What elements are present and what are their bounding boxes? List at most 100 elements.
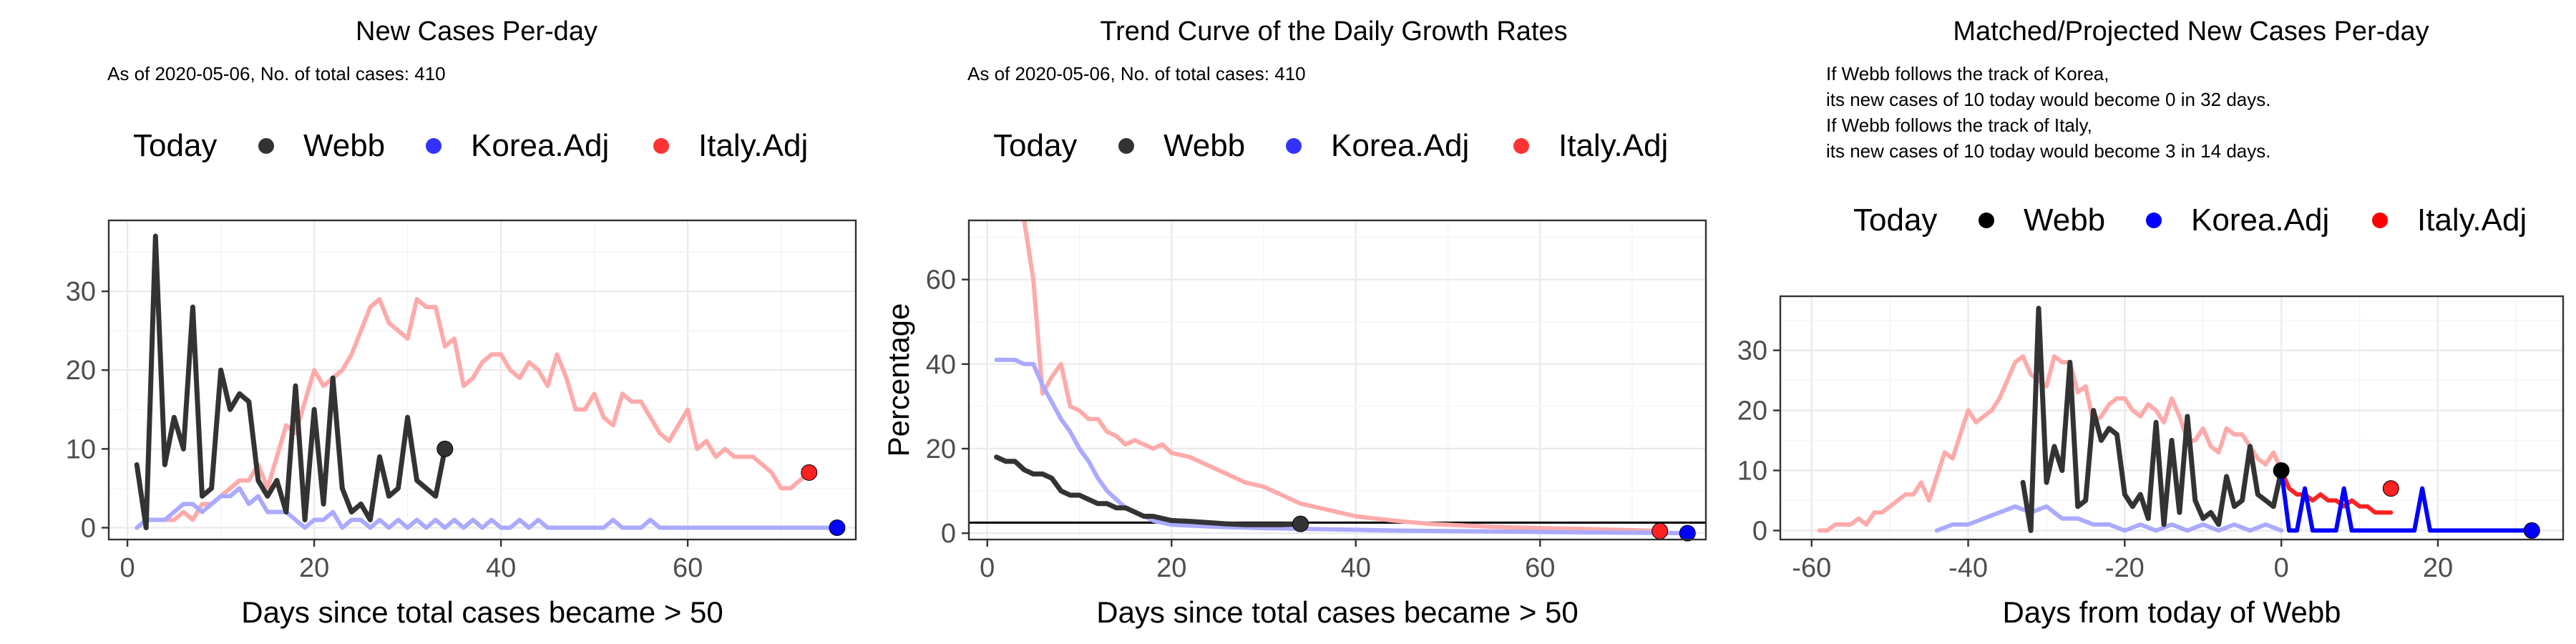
legend-key-korea <box>1286 138 1302 154</box>
today-point-korea <box>1679 525 1696 542</box>
series-line-korea <box>1934 504 2284 533</box>
panel1-x-axis-label: Days since total cases became > 50 <box>241 595 723 629</box>
annotation-line: If Webb follows the track of Italy, <box>1826 114 2092 136</box>
panel3-x-axis-label: Days from today of Webb <box>2002 595 2341 629</box>
legend-key-webb <box>258 138 274 154</box>
x-tick-label: 20 <box>1156 553 1186 583</box>
annotation-line: its new cases of 10 today would become 3… <box>1826 140 2270 162</box>
legend-label-korea: Korea.Adj <box>1331 128 1469 163</box>
legend-label-today: Today <box>993 128 1077 163</box>
x-tick-label: 20 <box>299 553 329 583</box>
panel-growth-rates: Trend Curve of the Daily Growth Rates As… <box>882 16 1707 629</box>
panel2-plot <box>969 220 1706 542</box>
series-line-webb <box>2020 306 2284 533</box>
today-point-italy <box>2382 480 2399 497</box>
x-tick-label: 20 <box>2423 553 2453 583</box>
panel3-ticks: -60 -40 -20 0 20 0 10 20 30 <box>1737 336 2453 583</box>
legend-label-webb: Webb <box>2024 203 2105 238</box>
legend-label-webb: Webb <box>1163 128 1245 163</box>
panel1-legend: Today Webb Korea.Adj Italy.Adj <box>133 128 808 163</box>
series-line-webb <box>994 454 1303 527</box>
annotation-line: its new cases of 10 today would become 0… <box>1826 89 2270 110</box>
legend-key-webb <box>1979 213 1994 228</box>
panel2-y-axis-label: Percentage <box>882 303 915 457</box>
series-line-korea <box>994 357 1690 536</box>
legend-label-today: Today <box>133 128 217 163</box>
y-tick-label: 0 <box>1752 516 1767 546</box>
x-tick-label: 60 <box>1525 553 1555 583</box>
y-tick-label: 0 <box>81 513 96 543</box>
series-line-italy <box>135 297 811 530</box>
x-tick-label: -20 <box>2105 553 2145 583</box>
today-point-webb <box>436 440 454 457</box>
x-tick-label: -40 <box>1948 553 1988 583</box>
x-tick-label: -60 <box>1792 553 1831 583</box>
y-tick-label: 40 <box>926 350 956 380</box>
y-tick-label: 30 <box>1737 336 1767 366</box>
panel-projected-cases: Matched/Projected New Cases Per-day If W… <box>1737 16 2565 629</box>
panel1-subtitle: As of 2020-05-06, No. of total cases: 41… <box>107 63 446 84</box>
panel3-grid <box>1780 296 2563 540</box>
panel1-plot <box>134 233 846 536</box>
today-point-korea <box>829 519 846 536</box>
panel3-title: Matched/Projected New Cases Per-day <box>1953 16 2429 47</box>
y-tick-label: 10 <box>66 434 96 464</box>
y-tick-label: 20 <box>66 356 96 386</box>
today-point-italy <box>1652 522 1669 540</box>
y-tick-label: 0 <box>941 519 956 549</box>
legend-label-korea: Korea.Adj <box>471 128 609 163</box>
panel1-title: New Cases Per-day <box>356 16 597 47</box>
x-tick-label: 40 <box>1341 553 1371 583</box>
today-point-korea <box>2523 522 2540 539</box>
series-line-italy <box>1817 354 2284 533</box>
panel3-legend: Today Webb Korea.Adj Italy.Adj <box>1853 203 2527 238</box>
panel1-frame <box>107 219 857 541</box>
legend-key-italy <box>1513 138 1529 154</box>
x-tick-label: 60 <box>673 553 703 583</box>
y-tick-label: 20 <box>1737 396 1767 426</box>
panel2-legend: Today Webb Korea.Adj Italy.Adj <box>993 128 1668 163</box>
panel2-subtitle: As of 2020-05-06, No. of total cases: 41… <box>967 63 1306 84</box>
series-line-korea <box>135 486 839 530</box>
panel2-title: Trend Curve of the Daily Growth Rates <box>1100 16 1567 47</box>
today-point-today <box>2273 462 2290 479</box>
legend-label-webb: Webb <box>303 128 385 163</box>
legend-label-italy: Italy.Adj <box>698 128 808 163</box>
panel3-plot <box>1817 306 2540 539</box>
today-point-webb <box>1292 515 1309 532</box>
x-tick-label: 0 <box>120 553 135 583</box>
legend-label-today: Today <box>1853 203 1937 238</box>
legend-key-italy <box>653 138 669 154</box>
panel-new-cases: New Cases Per-day As of 2020-05-06, No. … <box>66 16 857 629</box>
panel2-grid <box>969 220 1706 540</box>
series-line-italy-projected <box>2279 468 2394 515</box>
x-tick-label: 0 <box>980 553 995 583</box>
legend-key-korea <box>2146 213 2162 228</box>
series-layer <box>969 220 1706 536</box>
legend-key-italy <box>2372 213 2388 228</box>
legend-key-korea <box>426 138 441 154</box>
legend-label-italy: Italy.Adj <box>1558 128 1668 163</box>
panel2-frame <box>967 219 1707 541</box>
panel2-ticks: 0 20 40 60 0 20 40 60 <box>926 265 1556 583</box>
panel3-frame <box>1779 295 2565 541</box>
panel1-ticks: 0 20 40 60 0 10 20 30 <box>66 277 703 583</box>
legend-label-korea: Korea.Adj <box>2191 203 2329 238</box>
series-layer <box>1817 306 2534 533</box>
x-tick-label: 40 <box>486 553 516 583</box>
y-tick-label: 10 <box>1737 456 1767 486</box>
series-line-italy <box>1022 220 1662 534</box>
panel3-annotations: If Webb follows the track of Korea, its … <box>1826 63 2270 162</box>
series-line-korea-projected <box>2279 468 2534 533</box>
legend-label-italy: Italy.Adj <box>2417 203 2527 238</box>
x-tick-label: 0 <box>2274 553 2289 583</box>
legend-key-webb <box>1118 138 1134 154</box>
panel2-x-axis-label: Days since total cases became > 50 <box>1096 595 1579 629</box>
y-tick-label: 20 <box>926 434 956 464</box>
y-tick-label: 60 <box>926 265 956 296</box>
series-layer <box>134 233 839 530</box>
series-line-webb <box>134 233 448 530</box>
today-point-italy <box>801 464 818 481</box>
y-tick-label: 30 <box>66 277 96 307</box>
